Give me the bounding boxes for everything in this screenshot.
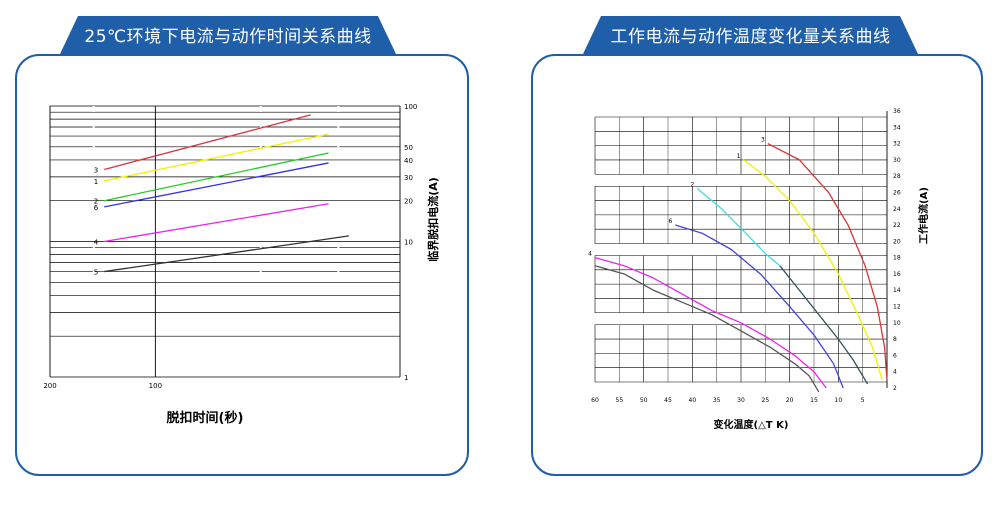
series-label: 1 (737, 153, 741, 160)
right-chart-title: 工作电流与动作温度变化量关系曲线 (610, 27, 891, 47)
series-label: 4 (588, 251, 592, 258)
left-chart-title: 25℃环境下电流与动作时间关系曲线 (84, 27, 372, 47)
y-tick-label: 28 (893, 173, 901, 180)
x-tick-label: 35 (713, 397, 721, 404)
series-line-2 (104, 152, 329, 202)
y-axis-title: 临界脱扣电流(A) (426, 177, 440, 262)
series-line-5 (104, 235, 349, 273)
series-label: 5 (94, 269, 98, 277)
series-line-1 (104, 133, 329, 182)
x-tick-label: 60 (591, 397, 599, 404)
x-tick-label: 30 (737, 397, 745, 404)
y-tick-label: 36 (893, 108, 901, 115)
y-tick-label: 12 (893, 304, 901, 311)
y-tick-label: 1 (404, 374, 408, 382)
y-tick-label: 20 (404, 198, 413, 206)
y-tick-label: 30 (893, 157, 901, 164)
series-line-3 (104, 114, 311, 171)
x-tick-label: 100 (149, 382, 162, 390)
y-tick-label: 18 (893, 255, 901, 262)
series-line-4 (104, 203, 329, 243)
right-chart-card (531, 54, 983, 476)
y-tick-label: 2 (893, 385, 897, 392)
x-tick-label: 200 (43, 382, 56, 390)
y-axis-title: 工作电流(A) (917, 187, 930, 244)
series-label: 1 (94, 178, 98, 186)
x-tick-label: 45 (664, 397, 672, 404)
series-line-3 (767, 143, 888, 380)
series-label: 2 (94, 198, 98, 206)
y-tick-label: 100 (404, 103, 417, 111)
series-line-6 (675, 224, 844, 389)
x-tick-label: 50 (640, 397, 648, 404)
x-tick-label: 40 (689, 397, 697, 404)
right-chart: 60 55 50 45 40 35 30 25 20 15 10 536343230282624222… (588, 108, 930, 431)
x-tick-label: 20 (786, 397, 794, 404)
series-line-2 (696, 187, 781, 267)
left-chart: 100 50 40 30 20 10 1 200 100 3 1 26 4 5 脱扣时间(秒) 临界脱扣电流(… (43, 103, 440, 426)
x-tick-label: 5 (861, 397, 865, 404)
y-tick-label: 40 (404, 157, 413, 165)
series-line-6 (104, 162, 329, 208)
y-tick-label: 32 (893, 141, 901, 148)
series-label: 3 (761, 137, 765, 144)
x-tick-label: 55 (616, 397, 624, 404)
x-tick-label: 25 (762, 397, 770, 404)
y-tick-label: 8 (893, 336, 897, 343)
y-tick-label: 34 (893, 124, 901, 131)
y-tick-label: 14 (893, 287, 901, 294)
y-tick-label: 10 (893, 320, 901, 327)
series-line-1 (743, 159, 883, 381)
y-tick-label: 22 (893, 222, 901, 229)
x-tick-label: 10 (835, 397, 843, 404)
x-tick-label: 15 (810, 397, 818, 404)
series-label: 3 (94, 166, 98, 174)
x-axis-title: 脱扣时间(秒) (167, 410, 244, 426)
left-title-tab (60, 16, 396, 54)
y-tick-label: 4 (893, 369, 897, 376)
series-line-unnamed (594, 265, 820, 393)
y-tick-label: 16 (893, 271, 901, 278)
y-tick-label: 20 (893, 238, 901, 245)
series-line-2 (779, 265, 869, 385)
x-axis-title: 变化温度(△T K) (714, 418, 789, 431)
y-tick-label: 10 (404, 239, 413, 247)
series-label: 6 (94, 204, 99, 212)
series-label: 6 (668, 218, 672, 225)
y-tick-label: 6 (893, 352, 897, 359)
series-label: 4 (94, 239, 99, 247)
y-tick-label: 50 (404, 144, 413, 152)
y-tick-label: 26 (893, 189, 901, 196)
series-label: 2 (690, 181, 694, 188)
left-chart-card (15, 54, 469, 476)
y-tick-label: 24 (893, 206, 901, 213)
y-tick-label: 30 (404, 174, 413, 182)
right-title-tab (583, 16, 918, 54)
series-line-4 (594, 257, 827, 389)
